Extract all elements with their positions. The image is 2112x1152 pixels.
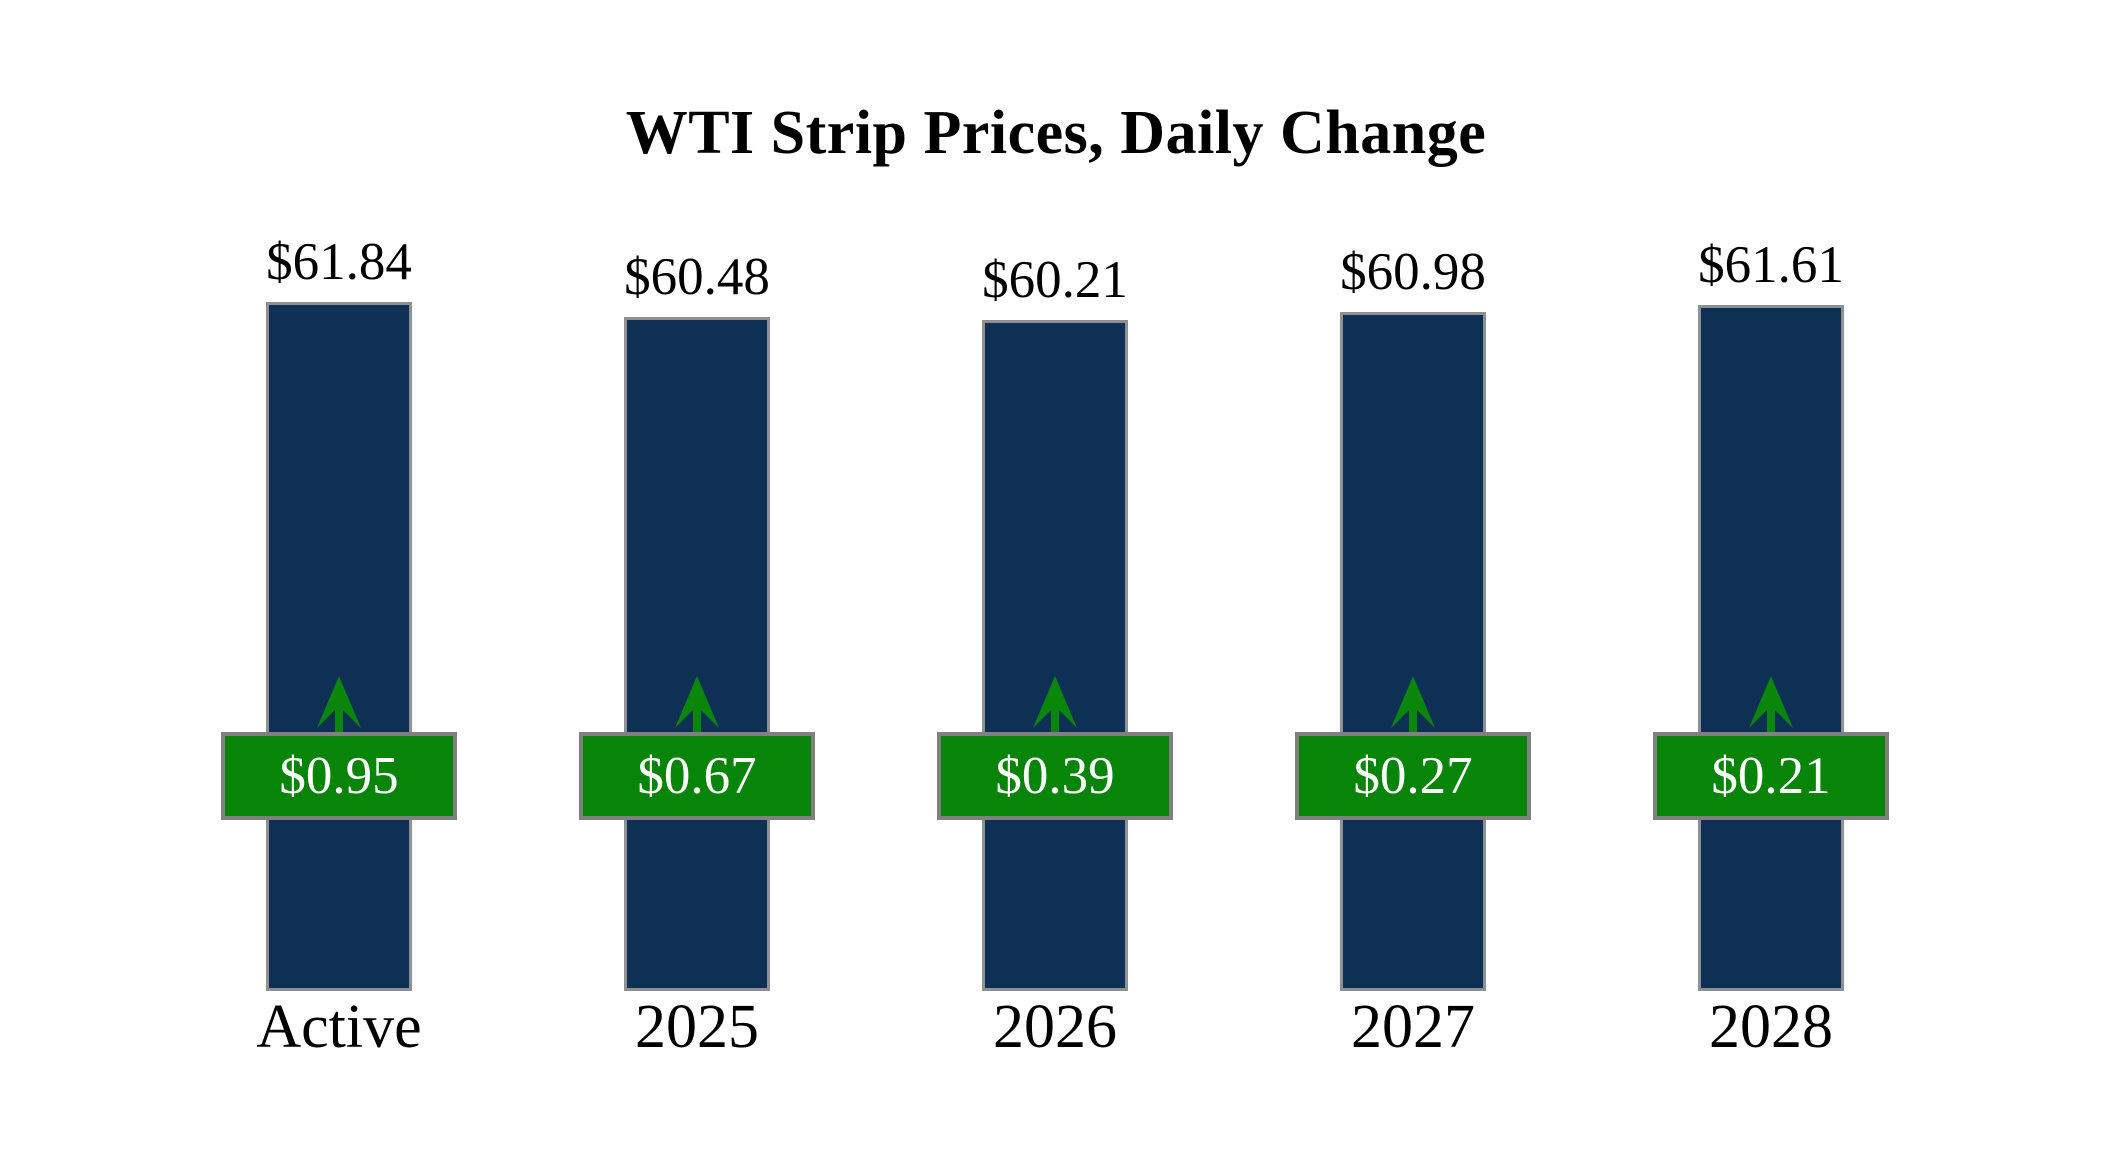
price-bar xyxy=(266,302,412,991)
daily-change-badge: $0.95 xyxy=(221,732,457,820)
up-arrow-icon xyxy=(1029,676,1081,734)
daily-change-badge: $0.67 xyxy=(579,732,815,820)
up-arrow-icon xyxy=(1745,676,1797,734)
daily-change-badge: $0.39 xyxy=(937,732,1173,820)
category-label: 2028 xyxy=(1709,993,1833,1061)
strip-price-label: $60.48 xyxy=(624,248,770,306)
category-label: 2027 xyxy=(1351,993,1475,1061)
chart-title: WTI Strip Prices, Daily Change xyxy=(625,99,1487,167)
category-label: 2025 xyxy=(635,993,759,1061)
price-bar xyxy=(1698,305,1844,991)
up-arrow-icon xyxy=(313,676,365,734)
category-label: Active xyxy=(256,993,422,1061)
price-bar xyxy=(1340,312,1486,991)
strip-price-label: $61.84 xyxy=(266,233,412,291)
daily-change-badge: $0.21 xyxy=(1653,732,1889,820)
category-label: 2026 xyxy=(993,993,1117,1061)
strip-price-label: $60.98 xyxy=(1340,243,1486,301)
daily-change-badge: $0.27 xyxy=(1295,732,1531,820)
price-bar xyxy=(624,317,770,991)
strip-price-label: $60.21 xyxy=(982,251,1128,309)
up-arrow-icon xyxy=(1387,676,1439,734)
up-arrow-icon xyxy=(671,676,723,734)
strip-price-label: $61.61 xyxy=(1698,236,1844,294)
price-bar xyxy=(982,320,1128,991)
